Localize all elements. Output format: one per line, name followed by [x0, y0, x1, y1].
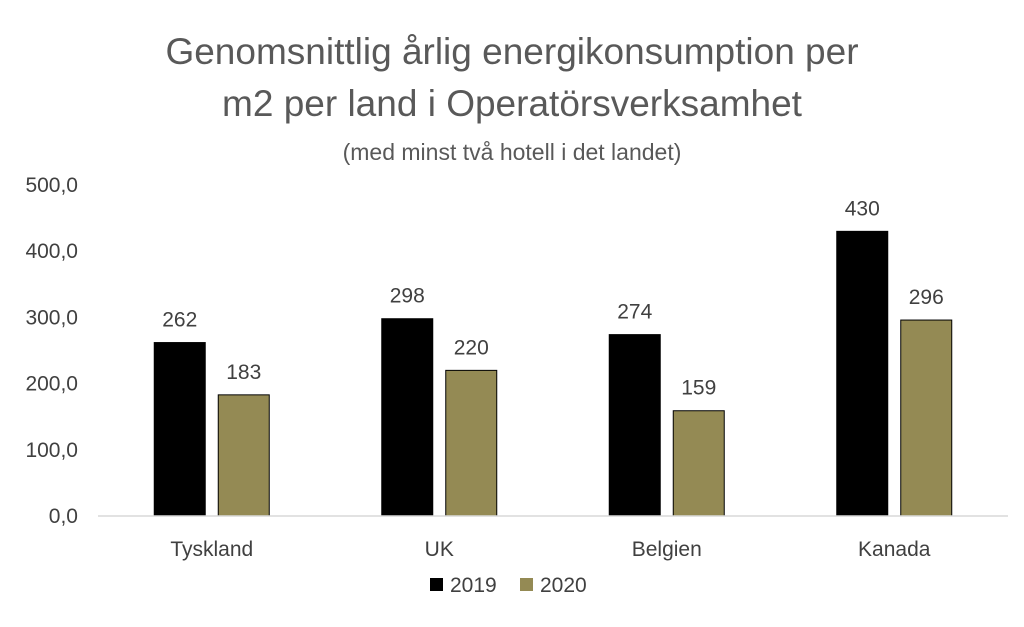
- y-tick-label: 400,0: [25, 240, 78, 263]
- chart-title-line-1: Genomsnittlig årlig energikonsumption pe…: [165, 31, 858, 72]
- legend: 2019 2020: [430, 574, 587, 597]
- data-label: 274: [617, 301, 652, 324]
- bar-2020-uk: [445, 369, 498, 517]
- bar-2019-kanada: [836, 230, 889, 517]
- chart-title-line-2: m2 per land i Operatörsverksamhet: [222, 83, 803, 124]
- chart-subtitle: (med minst två hotell i det landet): [343, 139, 682, 165]
- bar-2019-tyskland: [153, 342, 206, 517]
- data-label: 183: [226, 361, 261, 384]
- data-label: 430: [845, 197, 880, 220]
- y-tick-label: 100,0: [25, 439, 78, 462]
- data-labels: 262 183 298 220 274 159 430 296: [162, 197, 944, 399]
- y-tick-label: 500,0: [25, 174, 78, 197]
- bar-2020-belgien: [672, 410, 725, 517]
- bar-2020-tyskland: [217, 394, 270, 517]
- data-label: 262: [162, 309, 197, 332]
- legend-swatch-2020: [520, 578, 533, 591]
- y-tick-label: 0,0: [49, 505, 78, 528]
- data-label: 298: [390, 285, 425, 308]
- bar-2019-belgien: [608, 334, 661, 517]
- bar-2020-kanada: [900, 319, 953, 517]
- x-category-label: Tyskland: [170, 538, 253, 561]
- legend-label: 2020: [540, 574, 587, 597]
- legend-label: 2019: [450, 574, 497, 597]
- legend-swatch-2019: [430, 578, 443, 591]
- y-axis: 0,0 100,0 200,0 300,0 400,0 500,0: [25, 174, 78, 528]
- y-tick-label: 200,0: [25, 373, 78, 396]
- y-tick-label: 300,0: [25, 306, 78, 329]
- x-category-label: Belgien: [632, 538, 702, 561]
- bars: [153, 230, 953, 517]
- x-axis: Tyskland UK Belgien Kanada: [170, 538, 930, 561]
- data-label: 220: [454, 336, 489, 359]
- bar-2019-uk: [381, 318, 434, 517]
- data-label: 159: [681, 377, 716, 400]
- x-category-label: UK: [425, 538, 454, 561]
- data-label: 296: [909, 286, 944, 309]
- x-category-label: Kanada: [858, 538, 931, 561]
